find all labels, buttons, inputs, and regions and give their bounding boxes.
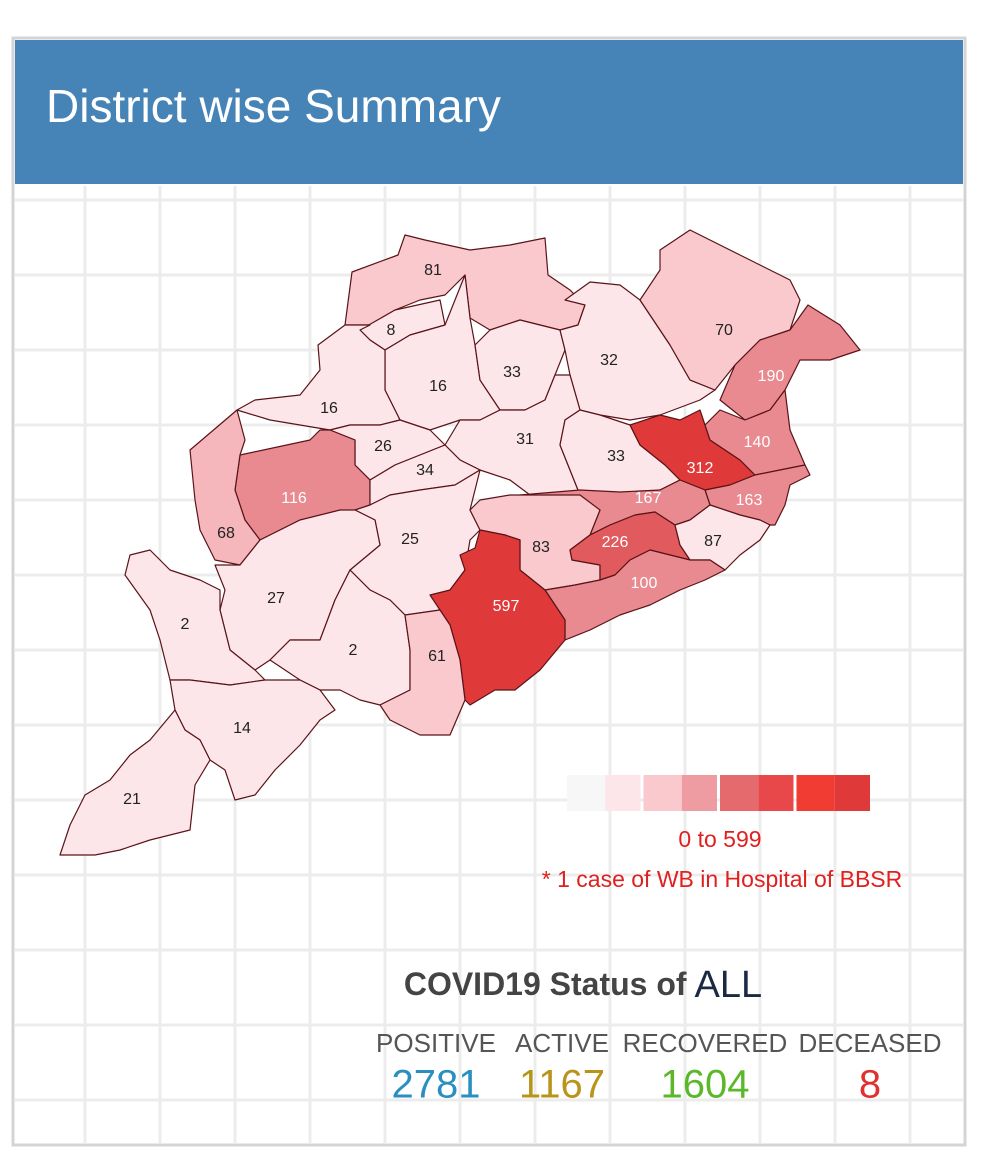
district-label: 312: [687, 460, 714, 477]
status-label: RECOVERED: [623, 1028, 788, 1058]
legend-swatch: [681, 775, 717, 811]
header-title: District wise Summary: [46, 80, 501, 132]
district-label: 16: [320, 400, 338, 417]
district-label: 116: [281, 490, 307, 507]
legend-swatch: [643, 775, 682, 811]
legend: [567, 775, 870, 811]
status-label: DECEASED: [798, 1028, 941, 1058]
header-bar: [15, 40, 963, 184]
district-label: 100: [631, 575, 658, 592]
legend-swatch: [796, 775, 835, 811]
status-value: 8: [859, 1063, 881, 1107]
district-label: 33: [503, 364, 521, 381]
district: [59, 709, 211, 856]
district-label: 34: [416, 462, 434, 479]
district-label: 70: [715, 322, 733, 339]
district-label: 163: [736, 492, 763, 509]
status-label: ACTIVE: [515, 1028, 609, 1058]
district-label: 2: [181, 616, 190, 633]
district-label: 8: [387, 322, 396, 339]
district-label: 68: [217, 525, 235, 542]
status-value: 1604: [661, 1063, 750, 1107]
district-label: 597: [493, 598, 520, 615]
district-label: 27: [267, 590, 285, 607]
legend-swatch: [720, 775, 759, 811]
status-value: 2781: [392, 1063, 481, 1107]
status-value: 1167: [519, 1063, 605, 1107]
district-label: 81: [424, 262, 442, 279]
district-label: 2: [349, 642, 358, 659]
district-label: 140: [744, 434, 771, 451]
district-label: 87: [704, 533, 722, 550]
legend-swatch: [834, 775, 870, 811]
district: [379, 609, 466, 736]
district-label: 21: [123, 791, 141, 808]
status-label: POSITIVE: [376, 1028, 496, 1058]
legend-swatch: [605, 775, 641, 811]
status-scope: ALL: [695, 964, 763, 1006]
status-items: POSITIVE 2781 ACTIVE 1167 RECOVERED 1604 DECEA…: [376, 1028, 941, 1107]
district-label: 190: [758, 368, 785, 385]
district-label: 16: [429, 378, 447, 395]
district-label: 25: [401, 531, 419, 548]
district-label: 226: [602, 534, 629, 551]
district-label: 32: [600, 352, 618, 369]
district-label: 14: [233, 720, 251, 737]
district-label: 83: [532, 539, 550, 556]
district-label: 167: [635, 490, 662, 507]
legend-swatch: [758, 775, 794, 811]
legend-note: * 1 case of WB in Hospital of BBSR: [542, 866, 903, 892]
district-label: 33: [607, 448, 625, 465]
legend-swatch: [567, 775, 606, 811]
district-label: 61: [428, 648, 446, 665]
legend-range: 0 to 599: [678, 826, 761, 852]
status-title: COVID19 Status of: [404, 966, 687, 1002]
district-label: 31: [516, 431, 534, 448]
district: [124, 549, 266, 686]
district-label: 26: [374, 438, 392, 455]
district: [189, 409, 261, 566]
district: [544, 549, 726, 641]
status-heading: COVID19 Status of ALL: [404, 964, 762, 1006]
map: 81 8 16 33 32 70 190 16 26 31 33 312 140 116 34 163 167 6…: [59, 229, 861, 856]
